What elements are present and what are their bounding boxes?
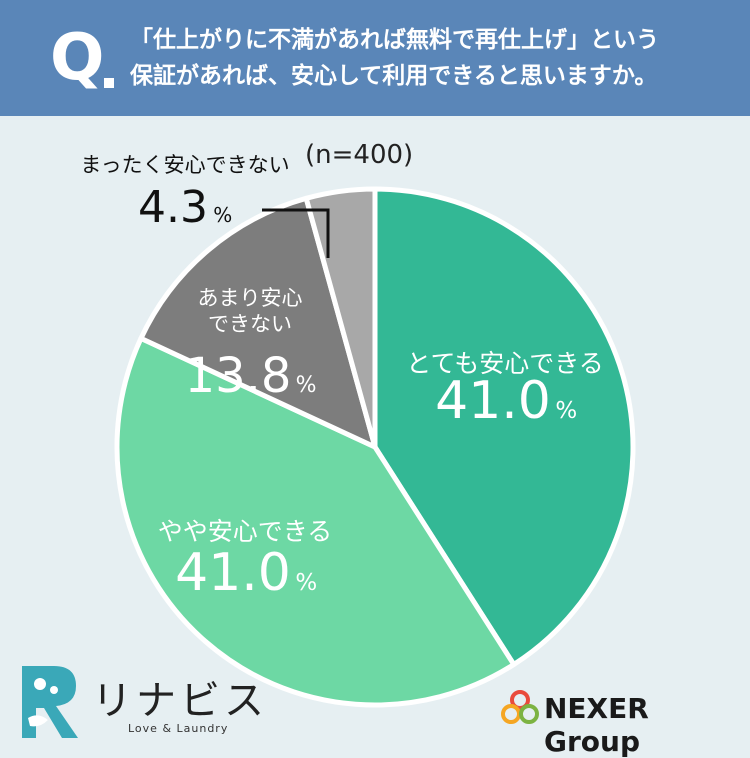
slice-label-2-line-1: できない [208,312,292,336]
brand-name: リナビス [92,678,268,724]
slice-value-0: 41.0 [435,371,551,431]
slice-label-1-line-0: やや安心できる [158,517,333,546]
nexer-rings-icon [500,690,540,730]
slice-label-2-line-0: あまり安心 [198,286,303,310]
slice-value-3: 4.3 [138,182,208,233]
slice-unit-3: % [213,203,232,227]
slice-value-1: 41.0 [175,543,291,603]
question-header: Q 「仕上がりに不満があれば無料で再仕上げ」という 保証があれば、安心して利用で… [0,0,750,116]
question-text: 「仕上がりに不満があれば無料で再仕上げ」という 保証があれば、安心して利用できる… [130,22,730,94]
slice-value-2: 13.8 [185,348,292,404]
pie-slice-3 [303,186,378,450]
pie-slice-1 [114,335,517,708]
brand-tagline: Love & Laundry [128,722,229,735]
question-line-1: 「仕上がりに不満があれば無料で再仕上げ」という [130,27,659,53]
question-line-2: 保証があれば、安心して利用できると思いますか。 [130,63,658,89]
slice-unit-2: % [296,373,317,398]
slice-unit-0: % [555,398,577,424]
slice-label-0-line-0: とても安心できる [406,349,604,378]
leader-line [262,208,330,258]
q-dot [104,78,114,88]
q-mark: Q [50,21,105,95]
sample-size-label: (n=400) [305,140,414,170]
slice-label-3-line-0: まったく安心できない [80,153,289,177]
rinavis-logo-icon [18,662,82,746]
nexer-group-logo-text: NEXER Group [544,692,649,758]
pie-slice-2 [138,195,378,450]
slice-unit-1: % [295,570,317,596]
